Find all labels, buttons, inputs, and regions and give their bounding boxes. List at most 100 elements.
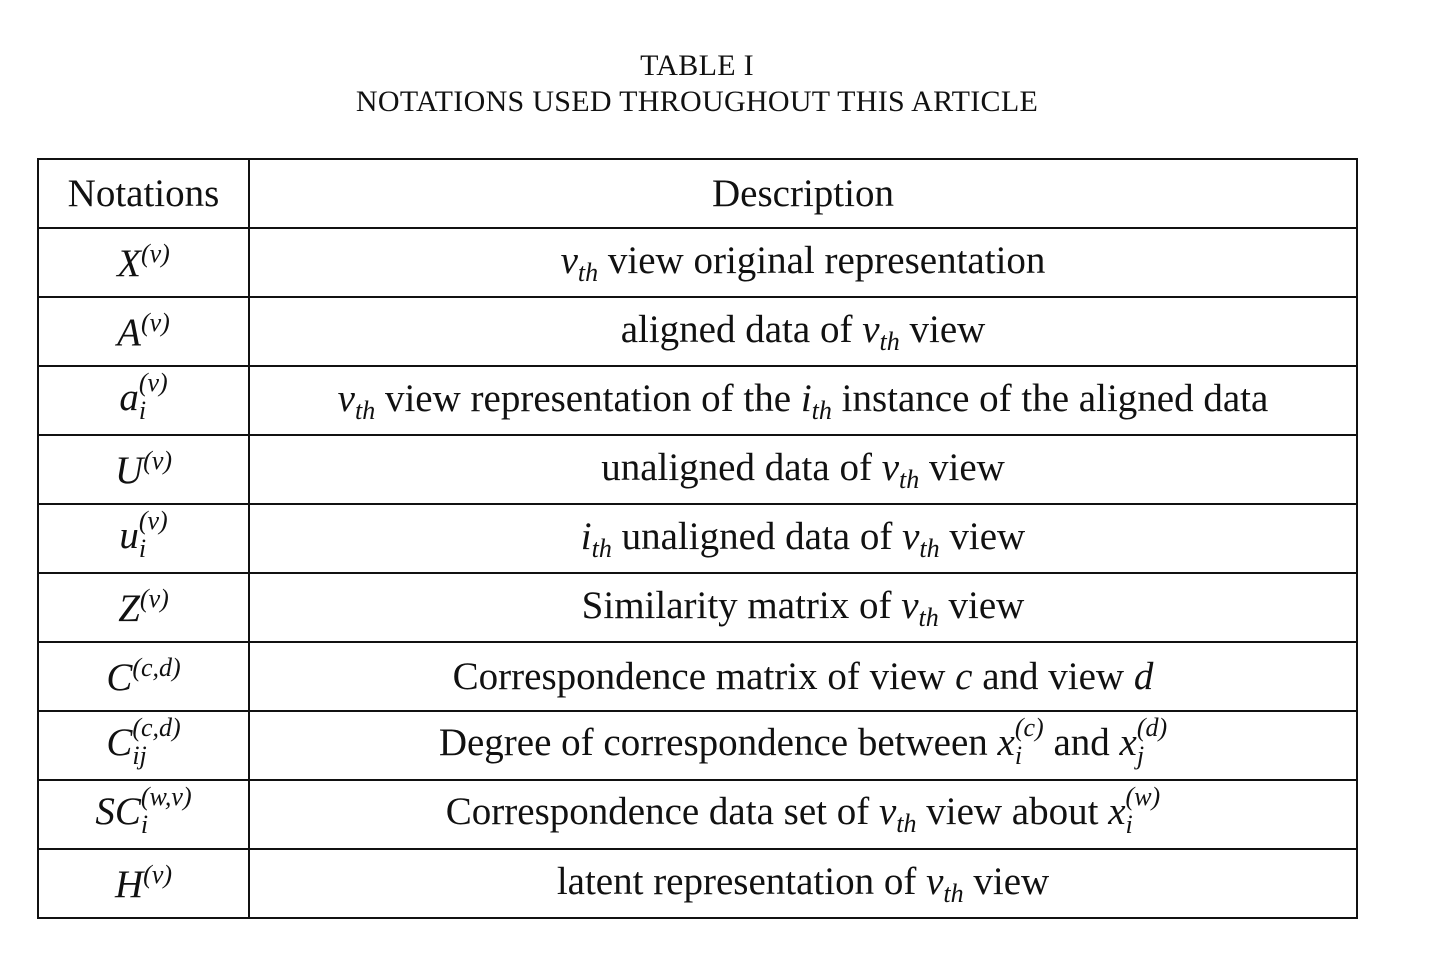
table-row: C (c,d) ij Degree of correspondence between…: [37, 710, 1358, 781]
description-cell: ith unaligned data of vth view: [248, 503, 1358, 574]
subscript-th: th: [918, 602, 939, 632]
header-description: Description: [248, 158, 1358, 229]
table-row: u (v) i ith unaligned data of vth view: [37, 503, 1358, 574]
description-text: aligned data of: [620, 307, 863, 351]
description-cell: Similarity matrix of vth view: [248, 572, 1358, 643]
superscript: (w): [1125, 781, 1161, 811]
notation-symbol: A: [117, 311, 141, 354]
notation-cell: C(c,d): [37, 641, 250, 712]
superscript: (w,v): [140, 781, 192, 811]
superscript: (c,d): [132, 653, 181, 682]
subscript-th: th: [943, 878, 964, 908]
header-notations: Notations: [37, 158, 250, 229]
table-row: A(v) aligned data of vth view: [37, 296, 1358, 367]
description-text: view original representation: [598, 238, 1046, 282]
description-text: view: [938, 583, 1025, 627]
math-symbol: x: [1119, 720, 1137, 764]
subscript-th: th: [591, 533, 612, 563]
notation-symbol: SC: [95, 789, 141, 833]
sup-sub-script: (v) i: [138, 507, 168, 563]
description-cell: Degree of correspondence between x (c) i a…: [248, 710, 1358, 781]
description-text: Similarity matrix of: [581, 583, 902, 627]
superscript: (v): [140, 239, 170, 268]
subscript: ij: [132, 740, 147, 770]
table-row: U(v) unaligned data of vth view: [37, 434, 1358, 505]
math-symbol: v: [878, 789, 897, 833]
table-number: TABLE I: [640, 49, 754, 82]
math-symbol: v: [926, 859, 944, 903]
table-title: NOTATIONS USED THROUGHOUT THIS ARTICLE: [355, 85, 1039, 118]
description-text: instance of the aligned data: [831, 376, 1269, 420]
sup-sub-script: (d) j: [1136, 714, 1167, 770]
notation-symbol: C: [106, 720, 133, 764]
subscript: i: [1014, 740, 1023, 770]
description-text: latent representation of: [556, 859, 927, 903]
subscript-th: th: [919, 533, 940, 563]
notation-cell: H(v): [37, 848, 250, 919]
sup-sub-script: (c) i: [1014, 714, 1044, 770]
sup-sub-script: (c,d) ij: [132, 714, 180, 770]
superscript: (v): [138, 367, 168, 397]
description-text: view representation of the: [375, 376, 801, 420]
description-cell: vth view representation of the ith insta…: [248, 365, 1358, 436]
superscript: (v): [140, 308, 170, 337]
math-symbol: v: [902, 514, 920, 558]
notation-cell: C (c,d) ij: [37, 710, 250, 781]
notation-cell: X(v): [37, 227, 250, 298]
table-row: X(v) vth view original representation: [37, 227, 1358, 298]
description-text: Degree of correspondence between: [438, 720, 998, 764]
subscript-th: th: [879, 326, 900, 356]
description-cell: vth view original representation: [248, 227, 1358, 298]
notation-symbol: U: [114, 449, 144, 492]
description-text: Correspondence matrix of view: [452, 655, 956, 698]
subscript-th: th: [577, 257, 599, 287]
description-text: Correspondence data set of: [445, 789, 879, 833]
description-text: unaligned data of: [611, 514, 903, 558]
notation-symbol: C: [106, 656, 133, 699]
notation-symbol: Z: [118, 587, 140, 630]
notation-cell: A(v): [37, 296, 250, 367]
subscript: i: [140, 809, 149, 839]
superscript: (v): [143, 860, 173, 889]
subscript: i: [138, 395, 147, 425]
math-symbol: v: [901, 583, 919, 627]
subscript-th: th: [896, 808, 917, 838]
description-text: view: [939, 514, 1026, 558]
description-text: and: [1043, 720, 1120, 764]
notation-cell: SC (w,v) i: [37, 779, 250, 850]
table-caption: TABLE I NOTATIONS USED THROUGHOUT THIS A…: [0, 48, 1394, 120]
notation-cell: U(v): [37, 434, 250, 505]
math-symbol: i: [800, 376, 812, 420]
table-row: SC (w,v) i Correspondence data set of vth v…: [37, 779, 1358, 850]
notation-table: Notations Description X(v) vth view origi…: [37, 158, 1358, 919]
math-symbol: v: [337, 376, 355, 420]
subscript: j: [1136, 740, 1145, 770]
math-symbol: v: [560, 238, 578, 282]
description-cell: aligned data of vth view: [248, 296, 1358, 367]
math-symbol: c: [955, 655, 973, 698]
description-cell: Correspondence data set of vth view abou…: [248, 779, 1358, 850]
math-symbol: v: [881, 445, 899, 489]
subscript-th: th: [811, 395, 832, 425]
subscript: i: [138, 533, 147, 563]
sup-sub-script: (v) i: [138, 367, 168, 425]
superscript: (v): [143, 446, 173, 475]
description-text: and view: [972, 655, 1134, 698]
table-row: Z(v) Similarity matrix of vth view: [37, 572, 1358, 643]
subscript-th: th: [354, 395, 376, 425]
notation-symbol: u: [119, 513, 139, 557]
table-row: a (v) i vth view representation of the ith …: [37, 365, 1358, 436]
description-cell: latent representation of vth view: [248, 848, 1358, 919]
notation-cell: a (v) i: [37, 365, 250, 436]
superscript: (v): [139, 584, 169, 613]
math-symbol: i: [580, 514, 592, 558]
notation-symbol: H: [114, 863, 144, 906]
math-symbol: v: [862, 307, 880, 351]
subscript: i: [1125, 809, 1133, 839]
math-symbol: x: [1108, 789, 1126, 833]
description-text: unaligned data of: [601, 445, 882, 489]
description-cell: unaligned data of vth view: [248, 434, 1358, 505]
description-cell: Correspondence matrix of view c and view…: [248, 641, 1358, 712]
sup-sub-script: (w,v) i: [140, 781, 192, 839]
notation-cell: Z(v): [37, 572, 250, 643]
